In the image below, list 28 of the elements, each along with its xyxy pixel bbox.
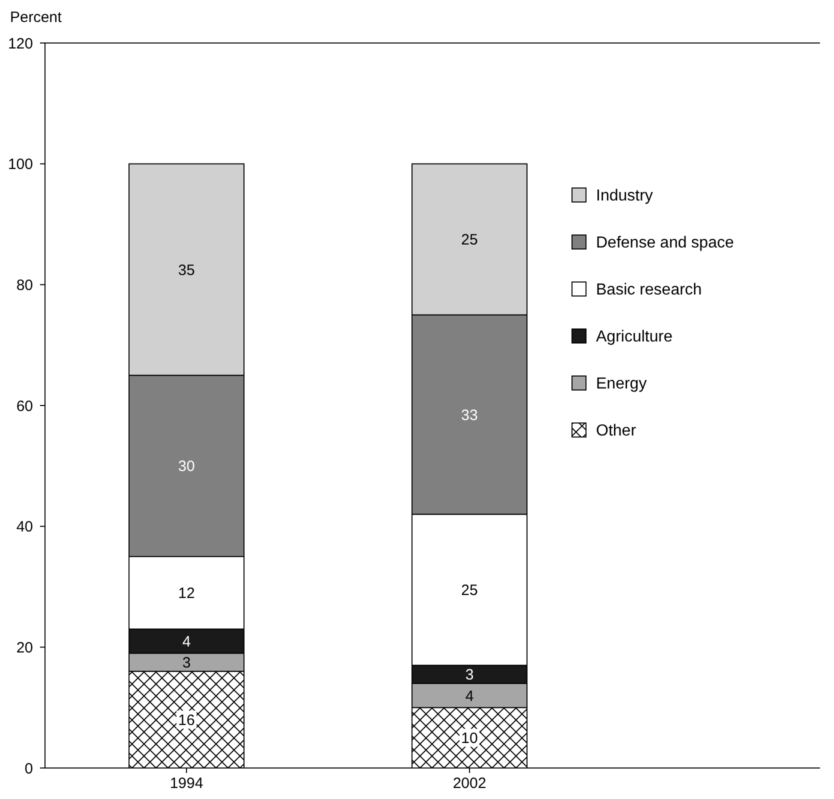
y-tick-label: 100 <box>8 156 33 174</box>
data-label: 16 <box>178 712 195 729</box>
y-axis-title: Percent <box>10 9 63 26</box>
data-label: 33 <box>461 406 478 424</box>
legend-label: Basic research <box>596 282 702 299</box>
legend-label: Other <box>596 422 637 440</box>
data-label: 12 <box>178 585 195 602</box>
data-label: 30 <box>178 458 195 476</box>
data-label: 3 <box>465 666 474 684</box>
legend-label: Agriculture <box>596 328 673 346</box>
y-tick-label: 60 <box>16 398 33 415</box>
legend-label: Defense and space <box>596 234 734 252</box>
y-tick-label: 120 <box>8 35 33 52</box>
y-tick-label: 0 <box>24 760 33 778</box>
data-label: 25 <box>461 232 478 249</box>
data-label: 35 <box>178 262 195 279</box>
data-label: 3 <box>182 654 191 672</box>
y-tick-label: 80 <box>16 276 33 294</box>
legend-label: Energy <box>596 376 647 393</box>
data-label: 25 <box>461 582 478 600</box>
y-tick-label: 40 <box>16 518 33 536</box>
x-tick-label: 1994 <box>170 775 204 792</box>
legend-label: Industry <box>596 188 653 205</box>
data-label: 10 <box>461 730 478 748</box>
data-label: 4 <box>182 633 191 650</box>
y-tick-label: 20 <box>16 639 33 656</box>
x-tick-label: 2002 <box>452 775 486 792</box>
data-label: 4 <box>465 688 474 705</box>
